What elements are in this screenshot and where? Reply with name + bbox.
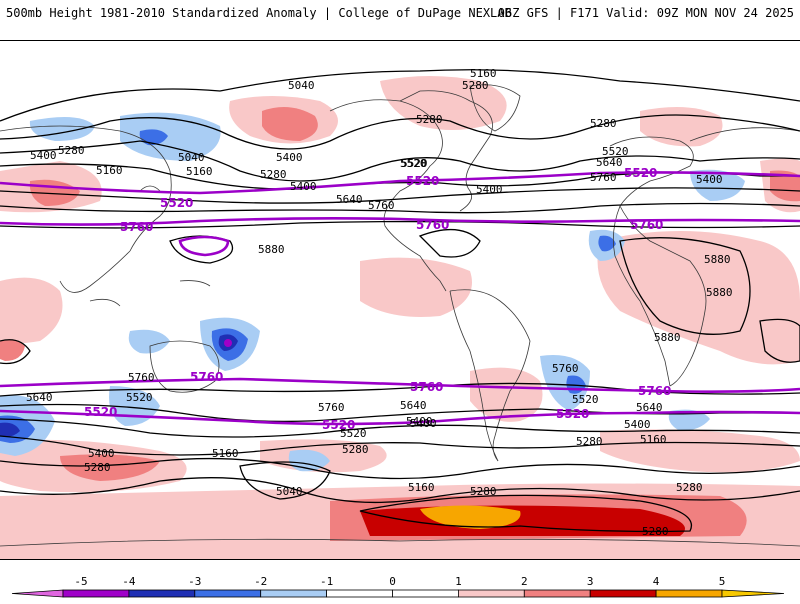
contour-label: 5520 (84, 405, 117, 419)
contour-label: 5400 (410, 417, 437, 430)
contour-label: 5760 (410, 380, 443, 394)
colorbar-arrow-high (721, 589, 785, 598)
contour-label: 5160 (408, 481, 435, 494)
contour-label: 5160 (640, 433, 667, 446)
colorbar-ticks: -5 -4 -3 -2 -1 0 1 2 3 4 5 (74, 575, 725, 588)
contour-label: 5520 (400, 157, 427, 170)
contour-label: 5040 (178, 151, 205, 164)
contour-label: 5280 (642, 525, 669, 538)
contour-label: 5400 (624, 418, 651, 431)
colorbar-tick-label: 0 (389, 575, 396, 588)
header: 500mb Height 1981-2010 Standardized Anom… (0, 0, 800, 30)
colorbar-bin (128, 589, 196, 598)
contour-label: 5640 (26, 391, 53, 404)
contour-label: 5400 (476, 183, 503, 196)
contour-label: 5760 (318, 401, 345, 414)
colorbar-bin (457, 589, 525, 598)
contour-label: 5520 (406, 174, 439, 188)
contour-label: 5760 (638, 384, 671, 398)
contour-label: 5880 (654, 331, 681, 344)
contour-label: 5760 (416, 218, 449, 232)
contour-label: 5160 (212, 447, 239, 460)
reference-contours (0, 171, 800, 426)
colorbar-tick-label: -3 (188, 575, 201, 588)
contour-label: 5520 (126, 391, 153, 404)
colorbar-tick-label: 1 (455, 575, 462, 588)
colorbar-bin (260, 589, 328, 598)
contour-label: 5640 (596, 156, 623, 169)
colorbar-bin (62, 589, 130, 598)
colorbar-tick-label: -1 (320, 575, 333, 588)
colorbar-tick-label: -5 (74, 575, 87, 588)
contour-label: 5760 (120, 220, 153, 234)
contour-label: 5040 (276, 485, 303, 498)
purple-contour-labels: 5520 5760 5520 5760 5520 5760 5760 5520 … (84, 166, 671, 432)
max-negative-shading (224, 339, 232, 347)
contour-label: 5760 (368, 199, 395, 212)
contour-label: 5400 (406, 415, 433, 428)
contour-label: 5880 (704, 253, 731, 266)
max-positive-shading (420, 505, 521, 529)
contour-label: 5400 (30, 149, 57, 162)
colorbar-arrow-low (11, 589, 64, 598)
contour-label: 5520 (340, 427, 367, 440)
contour-label: 5640 (336, 193, 363, 206)
contour-label: 5400 (290, 180, 317, 193)
contour-label: 5640 (636, 401, 663, 414)
contour-label: 5280 (470, 485, 497, 498)
colorbar-bin (194, 589, 262, 598)
contour-label: 5760 (128, 371, 155, 384)
contour-label: 5280 (462, 79, 489, 92)
contour-label: 5280 (416, 113, 443, 126)
contour-label: 5160 (186, 165, 213, 178)
colorbar-bin (523, 589, 591, 598)
contour-label: 5280 (84, 461, 111, 474)
colorbar-tick-label: 4 (653, 575, 660, 588)
contour-label: 5160 (470, 67, 497, 80)
colorbar-svg: -5 -4 -3 -2 -1 0 1 2 3 4 5 (11, 575, 785, 598)
colorbar-tick-label: 3 (587, 575, 594, 588)
contour-label: 5520 (624, 166, 657, 180)
colorbar-tick-label: 2 (521, 575, 528, 588)
contour-label: 5880 (258, 243, 285, 256)
colorbar: -5 -4 -3 -2 -1 0 1 2 3 4 5 (0, 564, 800, 600)
contour-label: 5520 (160, 196, 193, 210)
contour-label: 5280 (576, 435, 603, 448)
contour-label: 5520 (556, 407, 589, 421)
contour-label: 5520 (322, 418, 355, 432)
contour-label: 5280 (260, 168, 287, 181)
colorbar-bin (392, 589, 459, 598)
model-run-info: 06Z GFS | F171 Valid: 09Z MON NOV 24 202… (497, 6, 794, 20)
contour-label: 5280 (676, 481, 703, 494)
contour-label: 5400 (88, 447, 115, 460)
colorbar-bin (589, 589, 657, 598)
contour-label: 5280 (58, 144, 85, 157)
contour-label: 5040 (288, 79, 315, 92)
contour-label: 5160 (96, 164, 123, 177)
contour-label: 5760 (190, 370, 223, 384)
colorbar-fills (11, 589, 785, 598)
contour-label: 5520 (602, 145, 629, 158)
contour-label: 5520 (401, 157, 428, 170)
black-contour-labels: 5040 5160 5280 5280 5400 5400 5280 5160 … (26, 67, 733, 538)
contour-label: 5760 (552, 362, 579, 375)
contour-label: 5400 (696, 173, 723, 186)
colorbar-bin (326, 589, 393, 598)
map-canvas: 5040 5160 5280 5280 5400 5400 5280 5160 … (0, 67, 800, 559)
colorbar-tick-label: -2 (254, 575, 267, 588)
contour-label: 5280 (590, 117, 617, 130)
contour-label: 5640 (400, 399, 427, 412)
contour-label: 5760 (590, 171, 617, 184)
contour-label: 5520 (572, 393, 599, 406)
colorbar-bin (655, 589, 723, 598)
contour-label: 5280 (342, 443, 369, 456)
contour-label: 5400 (276, 151, 303, 164)
contour-label: 5760 (630, 218, 663, 232)
colorbar-tick-label: 5 (719, 575, 726, 588)
map-panel: 5040 5160 5280 5280 5400 5400 5280 5160 … (0, 40, 800, 560)
colorbar-tick-label: -4 (122, 575, 136, 588)
map-title: 500mb Height 1981-2010 Standardized Anom… (6, 6, 512, 20)
contour-label: 5880 (706, 286, 733, 299)
